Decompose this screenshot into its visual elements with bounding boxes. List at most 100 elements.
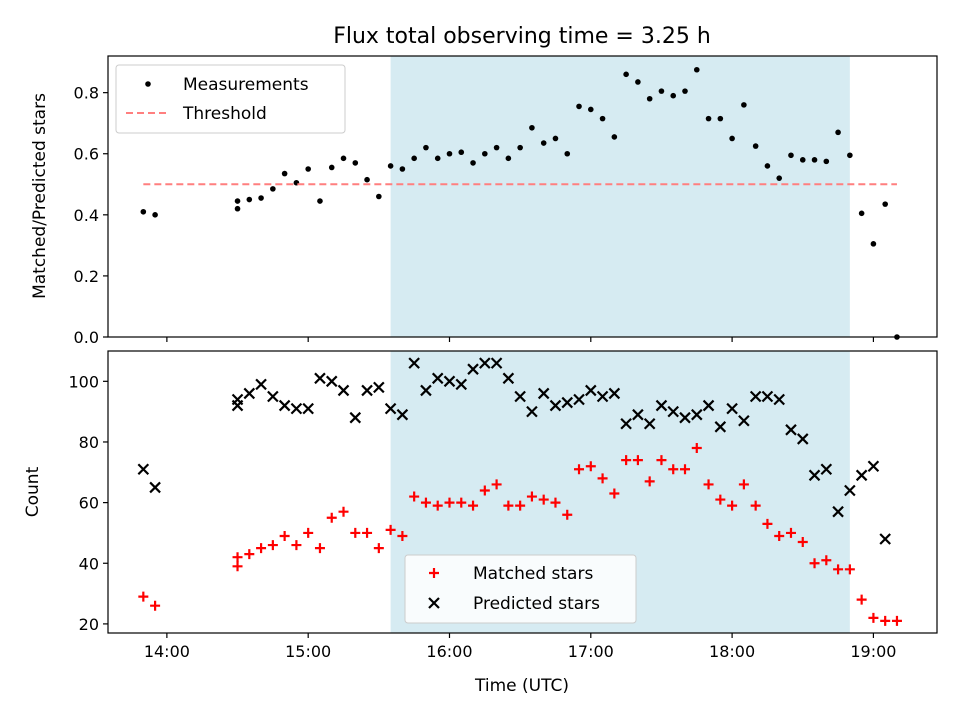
bottom-data-point (867, 460, 880, 473)
top-data-point (682, 88, 688, 94)
bottom-data-point (549, 399, 562, 412)
bottom-data-point (443, 375, 456, 388)
bottom-data-point (526, 491, 537, 502)
bottom-data-point (244, 549, 255, 560)
bottom-data-point (491, 479, 502, 490)
bottom-data-point (279, 530, 290, 541)
top-data-point (587, 106, 594, 113)
bottom-data-point (384, 402, 397, 415)
top-panel: 0.0 0.2 0.4 0.6 0.8 Measurements Threshold (74, 55, 938, 347)
top-data-point (870, 241, 877, 247)
top-data-point (340, 155, 347, 162)
top-data-point (482, 150, 488, 157)
bottom-data-point (738, 414, 750, 427)
bottom-series-matched-stars (138, 443, 902, 626)
bottom-data-point (820, 463, 833, 476)
bottom-data-point (562, 509, 573, 520)
top-data-point (693, 66, 700, 73)
top-y-axis-label: Matched/Predicted stars (30, 93, 50, 299)
top-data-point (847, 152, 853, 159)
bottom-data-point (373, 543, 384, 554)
bottom-data-point (608, 387, 621, 400)
bottom-data-point (620, 417, 632, 430)
bottom-data-point (880, 615, 891, 626)
x-axis-label: Time (UTC) (474, 676, 569, 696)
top-data-point (835, 129, 841, 136)
top-data-point (258, 195, 264, 201)
bottom-data-point (526, 405, 538, 418)
top-data-point (281, 170, 288, 177)
top-data-point (246, 196, 253, 203)
top-data-point (387, 163, 394, 169)
bottom-data-point (455, 378, 468, 391)
bottom-data-point (621, 455, 632, 466)
bottom-data-point (231, 399, 244, 412)
bottom-y-tick-label: 100 (68, 372, 99, 391)
bottom-data-point (150, 600, 161, 611)
top-data-point (717, 115, 724, 122)
top-data-point (741, 102, 747, 108)
bottom-data-point (726, 402, 738, 415)
top-data-point (788, 152, 794, 159)
bottom-data-point (785, 527, 796, 538)
top-y-tick-label: 0.4 (74, 206, 99, 225)
bottom-y-tick-label: 60 (79, 494, 99, 513)
bottom-data-point (703, 479, 714, 490)
bottom-data-point (762, 518, 773, 529)
top-data-point (540, 140, 547, 146)
bottom-data-point (879, 533, 891, 545)
bottom-data-point (632, 408, 644, 421)
top-data-point (529, 124, 535, 131)
bottom-data-point (585, 384, 597, 397)
bottom-x-tick-label: 16:00 (426, 642, 472, 661)
bottom-data-point (349, 411, 362, 424)
bottom-data-point (749, 390, 762, 403)
top-data-point (411, 155, 417, 162)
bottom-data-point (490, 357, 503, 369)
bottom-data-point (479, 485, 490, 496)
bottom-data-point (891, 615, 902, 626)
top-data-point (858, 210, 865, 217)
bottom-data-point (573, 393, 585, 406)
bottom-data-point (596, 390, 609, 403)
bottom-data-point (338, 506, 349, 517)
bottom-data-point (350, 527, 361, 538)
bottom-data-point (278, 399, 291, 412)
bottom-data-point (561, 396, 574, 409)
bottom-data-point (149, 481, 161, 494)
top-data-point (352, 160, 359, 166)
bottom-data-point (137, 463, 150, 476)
bottom-x-tick-label: 17:00 (568, 642, 614, 661)
bottom-data-point (773, 393, 785, 406)
bottom-data-point (750, 500, 761, 511)
top-data-point (364, 176, 370, 183)
bottom-data-point (667, 405, 680, 418)
bottom-legend: Matched stars Predicted stars (404, 554, 637, 624)
bottom-series-predicted-stars (137, 357, 891, 545)
bottom-data-point (785, 424, 797, 436)
bottom-data-point (468, 500, 479, 511)
top-shaded-span (390, 56, 850, 337)
bottom-legend-box (404, 554, 637, 624)
bottom-data-point (326, 512, 337, 523)
bottom-legend-label: Matched stars (473, 564, 593, 584)
bottom-legend-label: Predicted stars (473, 594, 600, 614)
top-data-point (270, 186, 276, 192)
bottom-data-point (844, 564, 855, 575)
bottom-data-point (502, 372, 515, 385)
bottom-panel: 20 40 60 80 100 14:00 15:00 16:00 17:00 18:00 19:0… (68, 350, 938, 661)
top-data-point (140, 208, 147, 215)
bottom-legend-marker (428, 597, 440, 609)
top-y-tick-label: 0.0 (74, 328, 99, 347)
bottom-data-point (267, 390, 279, 403)
bottom-data-point (833, 564, 844, 575)
top-data-point (823, 158, 830, 165)
bottom-data-point (314, 372, 326, 385)
bottom-data-point (774, 530, 785, 541)
bottom-x-tick-label: 19:00 (850, 642, 896, 661)
bottom-data-point (855, 469, 868, 482)
bottom-data-point (856, 594, 867, 605)
top-data-point (446, 150, 453, 157)
